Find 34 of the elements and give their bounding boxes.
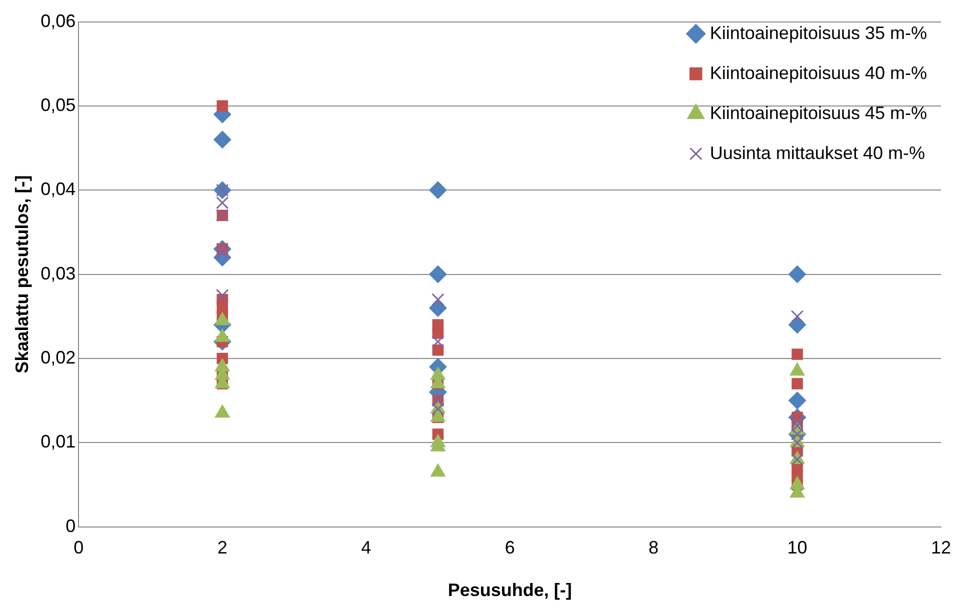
point (432, 328, 444, 339)
point (790, 310, 804, 323)
point (432, 293, 444, 306)
y-tick-label: 0,05 (40, 94, 76, 115)
legend-label: Kiintoainepitoisuus 45 m-% (710, 102, 928, 123)
legend-label: Kiintoainepitoisuus 35 m-% (710, 22, 928, 43)
point (792, 348, 803, 360)
x-tick-label: 4 (361, 538, 372, 558)
point (792, 378, 803, 390)
x-tick-label: 8 (648, 538, 659, 558)
y-tick-label: 0,06 (40, 10, 76, 31)
point (216, 100, 228, 112)
point (216, 288, 229, 302)
x-tick-label: 2 (217, 538, 228, 558)
x-axis-title: Pesusuhde, [-] (448, 580, 572, 600)
point (428, 181, 447, 200)
point (428, 265, 447, 284)
y-tick-label: 0,02 (40, 347, 76, 368)
point (788, 392, 806, 410)
legend-label: Kiintoainepitoisuus 40 m-% (710, 62, 928, 83)
point (216, 246, 229, 260)
point (213, 130, 232, 149)
y-tick-label: 0 (66, 516, 76, 536)
x-tick-label: 12 (930, 538, 952, 558)
x-tick-label: 10 (787, 538, 808, 558)
y-tick-label: 0,04 (40, 179, 76, 200)
y-tick-label: 0,01 (40, 432, 76, 452)
x-tick-label: 6 (504, 538, 515, 558)
point (788, 265, 806, 284)
y-axis-title: Skaalattu pesutulos, [-] (12, 175, 32, 374)
point (790, 453, 804, 466)
legend-label: Uusinta mittaukset 40 m-% (710, 142, 925, 163)
point (432, 335, 444, 348)
y-tick-label: 0,03 (40, 263, 76, 284)
